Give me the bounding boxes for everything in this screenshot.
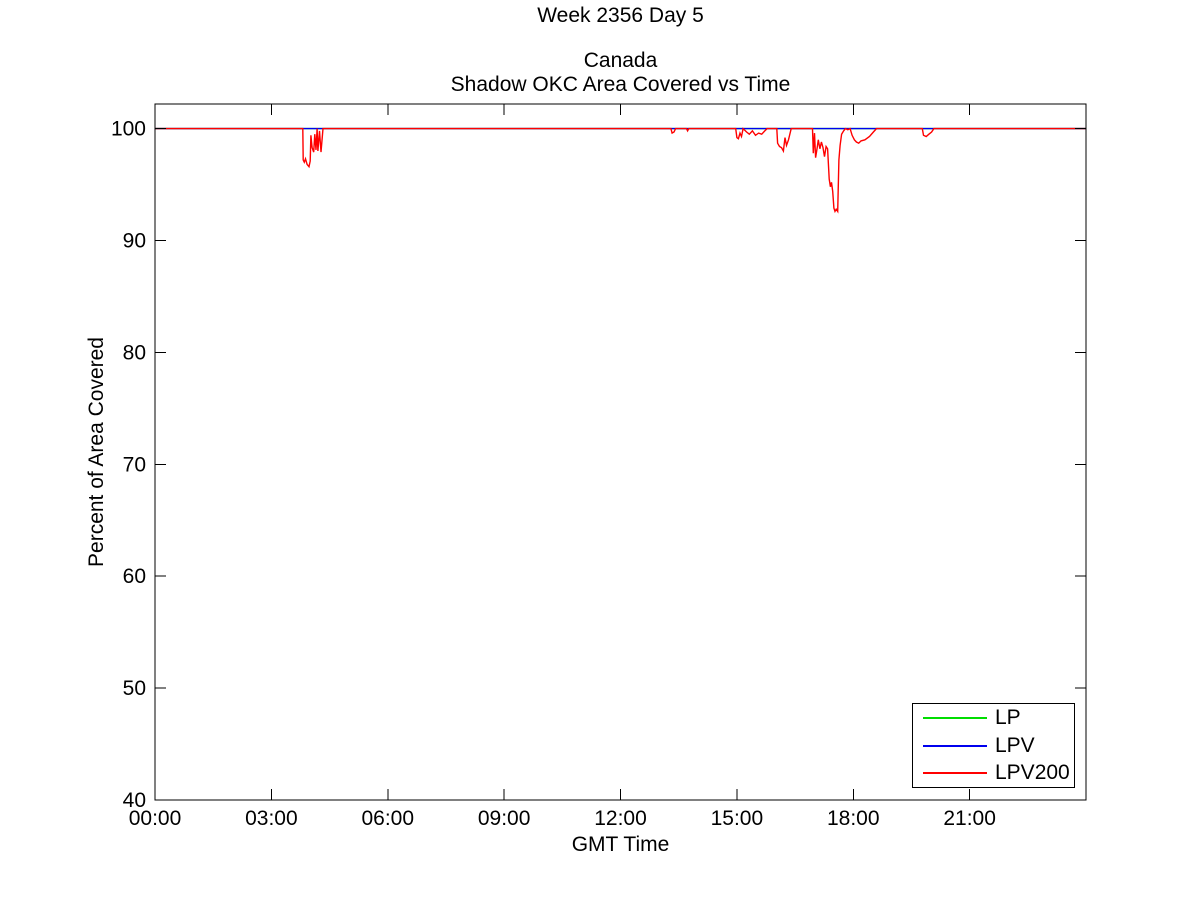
y-tick-label: 60 xyxy=(123,565,146,588)
legend-row-lpv: LPV xyxy=(913,733,1074,759)
legend-line-swatch xyxy=(923,717,987,720)
legend-label: LP xyxy=(995,706,1021,730)
x-tick-label: 00:00 xyxy=(129,807,182,830)
legend-line-swatch xyxy=(923,744,987,747)
y-tick-label: 70 xyxy=(123,453,146,476)
legend-row-lpv200: LPV200 xyxy=(913,760,1074,786)
x-tick-label: 21:00 xyxy=(943,807,996,830)
legend-box: LP LPV LPV200 xyxy=(912,703,1075,788)
y-tick-label: 80 xyxy=(123,341,146,364)
x-tick-label: 03:00 xyxy=(245,807,298,830)
y-tick-label: 40 xyxy=(123,789,146,812)
chart-title: Canada xyxy=(583,49,658,72)
x-tick-label: 06:00 xyxy=(361,807,414,830)
legend-label: LPV200 xyxy=(995,760,1070,784)
y-tick-label: 100 xyxy=(111,118,146,141)
x-axis-label: GMT Time xyxy=(571,833,670,856)
x-tick-label: 18:00 xyxy=(827,807,880,830)
y-tick-label: 50 xyxy=(123,677,146,700)
legend-row-lp: LP xyxy=(913,705,1074,731)
x-tick-label: 15:00 xyxy=(711,807,764,830)
legend-line-swatch xyxy=(923,771,987,774)
legend-label: LPV xyxy=(995,733,1035,757)
x-tick-label: 09:00 xyxy=(478,807,531,830)
chart-subtitle: Shadow OKC Area Covered vs Time xyxy=(450,73,791,96)
axes-box xyxy=(154,103,1087,801)
axes-title: Canada Shadow OKC Area Covered vs Time xyxy=(155,49,1086,97)
y-tick-label: 90 xyxy=(123,230,146,253)
figure-title: Week 2356 Day 5 xyxy=(537,4,704,27)
series-line-lpv200 xyxy=(155,127,1086,214)
x-tick-label: 12:00 xyxy=(594,807,647,830)
